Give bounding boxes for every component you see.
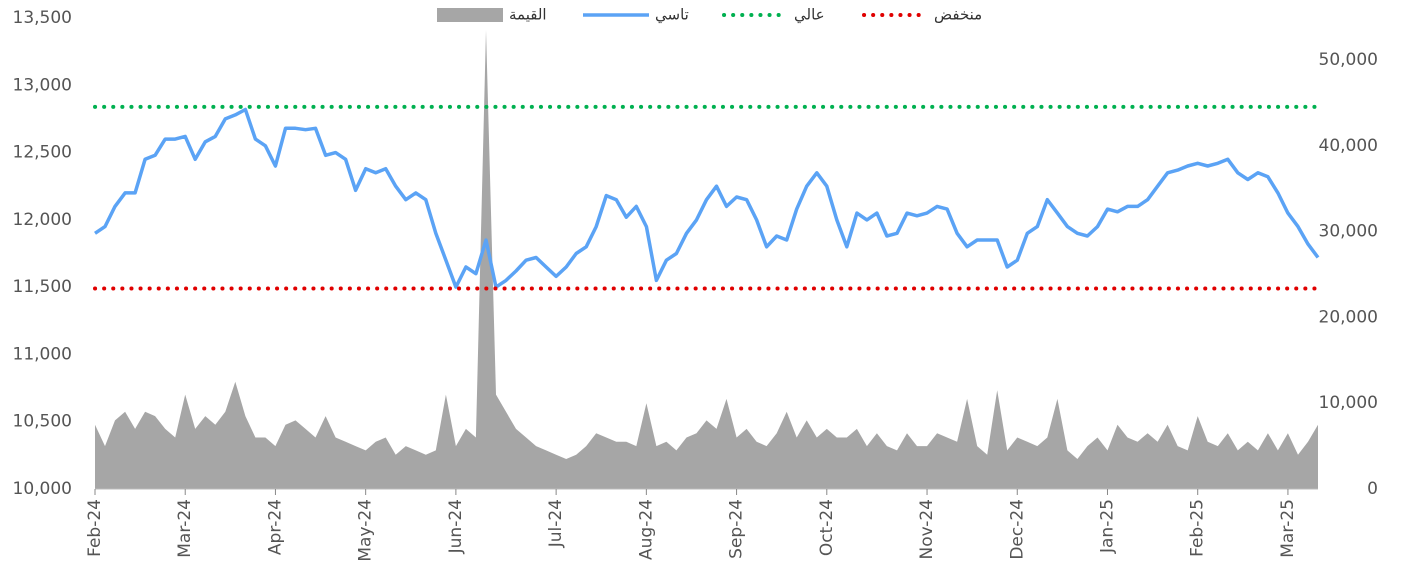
legend-label: تاسي [655,6,689,25]
y-tick-label: 10,500 [13,412,72,432]
y2-tick-label: 40,000 [1319,136,1378,156]
y-tick-label: 13,000 [13,75,72,95]
y-tick-label: 12,500 [13,143,72,163]
x-tick-label: Apr-24 [265,499,285,555]
x-tick-label: Dec-24 [1007,499,1027,560]
legend-swatch [437,8,503,22]
y2-tick-label: 20,000 [1319,307,1378,327]
y2-tick-label: 30,000 [1319,222,1378,242]
x-tick-label: Aug-24 [636,499,656,560]
y2-tick-label: 50,000 [1319,50,1378,70]
y-tick-label: 10,000 [13,479,72,499]
y2-tick-label: 10,000 [1319,393,1378,413]
x-tick-label: Feb-24 [85,499,105,557]
x-tick-label: Feb-25 [1188,499,1208,557]
y-tick-label: 11,500 [13,277,72,297]
x-tick-label: Jan-25 [1097,499,1117,554]
value-area [95,30,1318,489]
x-tick-label: Oct-24 [817,499,837,556]
legend-label: القيمة [509,6,547,24]
legend-label: منخفض [934,6,982,24]
y-tick-label: 12,000 [13,210,72,230]
y2-tick-label: 0 [1367,479,1378,499]
y-tick-label: 11,000 [13,344,72,364]
x-tick-label: Sep-24 [727,499,747,559]
x-tick-label: Nov-24 [917,499,937,560]
x-tick-label: Mar-25 [1278,499,1298,558]
index-line [94,107,1320,289]
legend-label: عالي [794,6,825,25]
y-tick-label: 13,500 [13,8,72,28]
x-tick-label: May-24 [356,499,376,562]
x-tick-label: Jun-24 [446,499,466,554]
x-tick-label: Mar-24 [175,499,195,558]
x-tick-label: Jul-24 [546,499,566,548]
